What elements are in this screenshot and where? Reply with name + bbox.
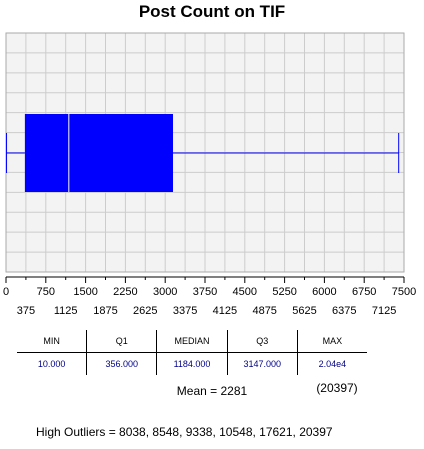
stats-value-q3: 3147.000 xyxy=(228,353,298,375)
box-plot-chart: 0 750 1500 2250 3000 3750 4500 5250 6000 6750 7500… xyxy=(3,32,416,317)
stats-header-max: MAX xyxy=(297,330,368,353)
x-axis-minor-tick-label: 2625 xyxy=(133,305,157,317)
x-axis-major-tick-label: 0 xyxy=(3,286,9,298)
stats-value-max: 2.04e4 xyxy=(318,359,347,369)
x-axis-minor-tick-label: 4125 xyxy=(213,305,237,317)
x-axis-major-tick-label: 3000 xyxy=(153,286,177,298)
stats-value-q1: 356.000 xyxy=(87,353,158,375)
stats-header-median: MEDIAN xyxy=(157,330,228,353)
stats-header-q3: Q3 xyxy=(227,330,298,353)
stats-value-min: 10.000 xyxy=(17,353,88,375)
mean-label: Mean = 2281 xyxy=(176,384,248,398)
stats-value-median: 1184.000 xyxy=(157,353,228,375)
x-axis-minor-tick-label: 5625 xyxy=(292,305,316,317)
interquartile-box xyxy=(24,114,174,192)
x-axis-minor-tick-label: 1875 xyxy=(93,305,117,317)
x-axis-minor-tick-label: 375 xyxy=(17,305,35,317)
x-axis-major-tick-label: 750 xyxy=(37,286,55,298)
x-axis-major-tick-label: 4500 xyxy=(233,286,257,298)
x-axis-minor-tick-label: 6375 xyxy=(332,305,356,317)
x-axis-major-tick-label: 3750 xyxy=(193,286,217,298)
x-axis-minor-tick-label: 3375 xyxy=(173,305,197,317)
x-axis-major-tick-label: 2250 xyxy=(113,286,137,298)
x-axis-major-tick-label: 1500 xyxy=(73,286,97,298)
stats-header-q1: Q1 xyxy=(87,330,158,353)
stats-header-row: MIN Q1 MEDIAN Q3 MAX xyxy=(17,330,368,353)
x-axis-major-tick-label: 6750 xyxy=(352,286,376,298)
x-axis-minor-tick-label: 7125 xyxy=(372,305,396,317)
summary-stats-table: MIN Q1 MEDIAN Q3 MAX 10.000 356.000 1184… xyxy=(17,330,368,375)
chart-title: Post Count on TIF xyxy=(138,2,286,21)
x-axis-minor-tick-label: 4875 xyxy=(252,305,276,317)
stats-header-min: MIN xyxy=(17,330,88,353)
x-axis-minor-tick-label: 1125 xyxy=(54,305,78,317)
x-axis-major-tick-label: 5250 xyxy=(272,286,296,298)
x-axis-major-tick-label: 7500 xyxy=(392,286,416,298)
high-outliers-label: High Outliers = 8038, 8548, 9338, 10548,… xyxy=(36,425,333,439)
x-axis-major-tick-label: 6000 xyxy=(312,286,336,298)
stats-value-row: 10.000 356.000 1184.000 3147.000 2.04e4 xyxy=(17,353,367,375)
plot-frame xyxy=(5,32,405,273)
max-raw-value: (20397) xyxy=(316,381,358,395)
